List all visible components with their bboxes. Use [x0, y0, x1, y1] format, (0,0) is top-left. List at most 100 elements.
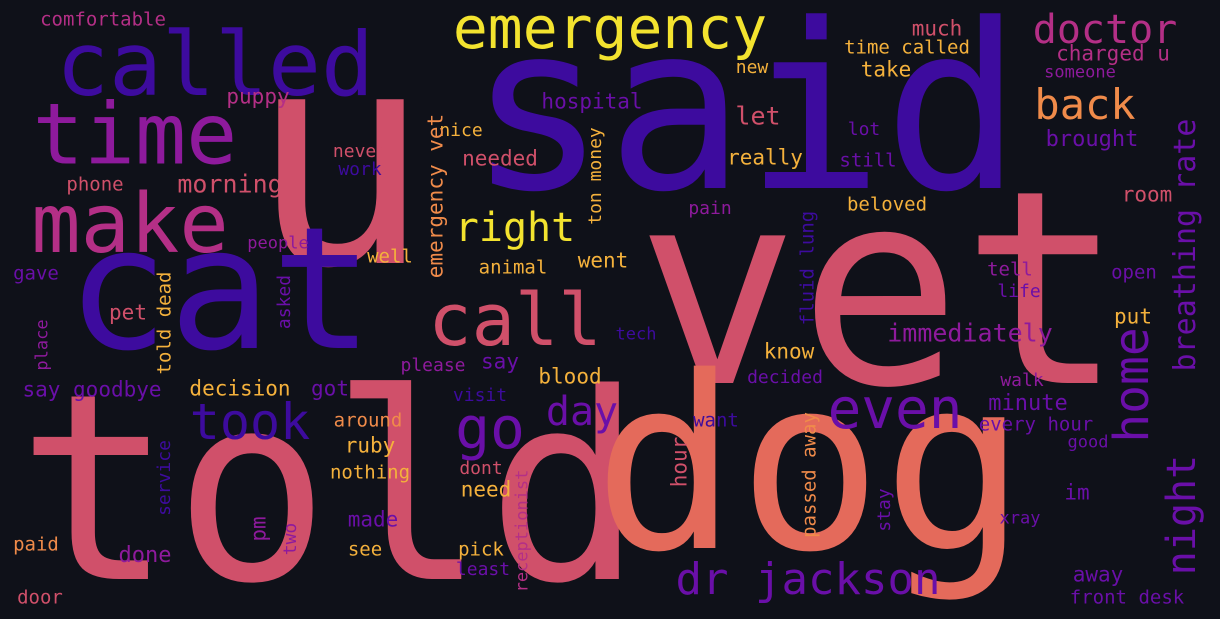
word-home: home [1104, 327, 1160, 443]
word-back: back [1034, 80, 1136, 129]
word-said: said [468, 0, 1022, 243]
word-ruby: ruby [344, 433, 396, 458]
word-dog: dog [593, 325, 1027, 605]
word-cat: cat [66, 191, 374, 389]
word-door: door [17, 586, 63, 609]
word-took: took [189, 393, 311, 451]
word-need: need [460, 477, 512, 502]
word-paid: paid [13, 533, 59, 556]
word-people: people [247, 233, 309, 254]
word-never: never [332, 141, 388, 162]
word-say: say [481, 349, 519, 374]
word-dont: dont [459, 458, 503, 479]
word-made: made [347, 507, 399, 532]
word-two: two [280, 522, 301, 556]
word-visit: visit [452, 385, 508, 406]
word-got: got [311, 376, 349, 401]
word-go: go [455, 394, 525, 462]
word-right: right [454, 205, 576, 251]
word-immediately: immediately [887, 318, 1053, 348]
word-someone: someone [1044, 62, 1116, 83]
word-nothing: nothing [329, 461, 411, 484]
word-see: see [347, 538, 383, 561]
word-put: put [1114, 304, 1152, 329]
word-time-called: time called [844, 36, 970, 59]
word-emergency: emergency [452, 0, 768, 62]
word-im: im [1064, 480, 1090, 505]
word-pet: pet [109, 300, 147, 325]
word-vet: vet [636, 132, 1124, 447]
word-charged-u: charged u [1056, 41, 1170, 66]
word-front-desk: front desk [1069, 586, 1185, 609]
word-morning: morning [177, 169, 283, 199]
word-even: even [827, 377, 963, 442]
word-animal: animal [478, 256, 548, 279]
word-least: least [455, 559, 511, 580]
word-stay: stay [874, 488, 895, 532]
word-asked: asked [274, 274, 295, 330]
word-comfortable: comfortable [40, 8, 166, 31]
word-told-dead: told dead [153, 271, 176, 375]
word-lot: lot [847, 119, 881, 140]
word-every-hour: every hour [978, 413, 1094, 436]
word-needed: needed [462, 146, 538, 171]
word-open: open [1111, 261, 1157, 284]
word-u: u [249, 0, 431, 334]
word-good: good [1067, 432, 1109, 453]
word-away: away [1072, 562, 1124, 587]
word-place: place [32, 319, 53, 371]
word-make: make [31, 177, 229, 272]
word-want: want [693, 409, 739, 432]
word-fluid-lung: fluid lung [796, 210, 819, 326]
word-walk: walk [1000, 370, 1044, 391]
word-called: called [56, 13, 374, 116]
word-hospital: hospital [541, 89, 643, 114]
word-night: night [1159, 454, 1205, 576]
word-nice: nice [439, 120, 483, 141]
word-say-goodbye: say goodbye [22, 377, 162, 402]
word-service: service [154, 440, 175, 516]
word-really: really [727, 145, 803, 170]
word-breathing-rate: breathing rate [1168, 118, 1203, 372]
word-decision: decision [189, 376, 291, 401]
word-room: room [1121, 182, 1173, 207]
word-pain: pain [688, 198, 732, 219]
word-tell: tell [987, 258, 1033, 281]
word-brought: brought [1045, 127, 1139, 152]
word-well: well [367, 245, 413, 268]
word-ton-money: ton money [585, 127, 606, 225]
word-take: take [860, 57, 912, 82]
word-new: new [735, 57, 769, 78]
word-life: life [997, 281, 1041, 302]
word-hour: hour [667, 436, 692, 488]
word-tech: tech [615, 324, 657, 345]
word-decided: decided [747, 367, 823, 388]
word-dr-jackson: dr jackson [675, 554, 941, 605]
word-emergency-vet: emergency vet [423, 113, 448, 279]
word-let: let [735, 101, 781, 131]
word-please: please [400, 355, 466, 376]
word-doctor: doctor [1032, 7, 1178, 53]
word-day: day [545, 389, 619, 435]
word-call: call [428, 278, 602, 362]
word-time: time [32, 85, 238, 185]
word-done: done [118, 543, 172, 568]
word-still: still [839, 149, 897, 172]
word-phone: phone [66, 173, 124, 196]
word-puppy: puppy [226, 84, 290, 109]
word-xray: xray [999, 508, 1041, 529]
word-pm: pm [246, 516, 271, 542]
word-beloved: beloved [846, 193, 928, 216]
word-gave: gave [13, 262, 59, 285]
word-around: around [333, 409, 403, 432]
word-work: work [338, 159, 382, 180]
word-told: told [16, 339, 644, 619]
word-much: much [911, 16, 963, 41]
word-went: went [577, 248, 629, 273]
word-receptionist: receptionist [512, 469, 533, 593]
word-passed-away: passed away [798, 412, 821, 538]
word-blood: blood [538, 364, 602, 389]
word-know: know [763, 339, 815, 364]
word-pick: pick [458, 538, 504, 561]
